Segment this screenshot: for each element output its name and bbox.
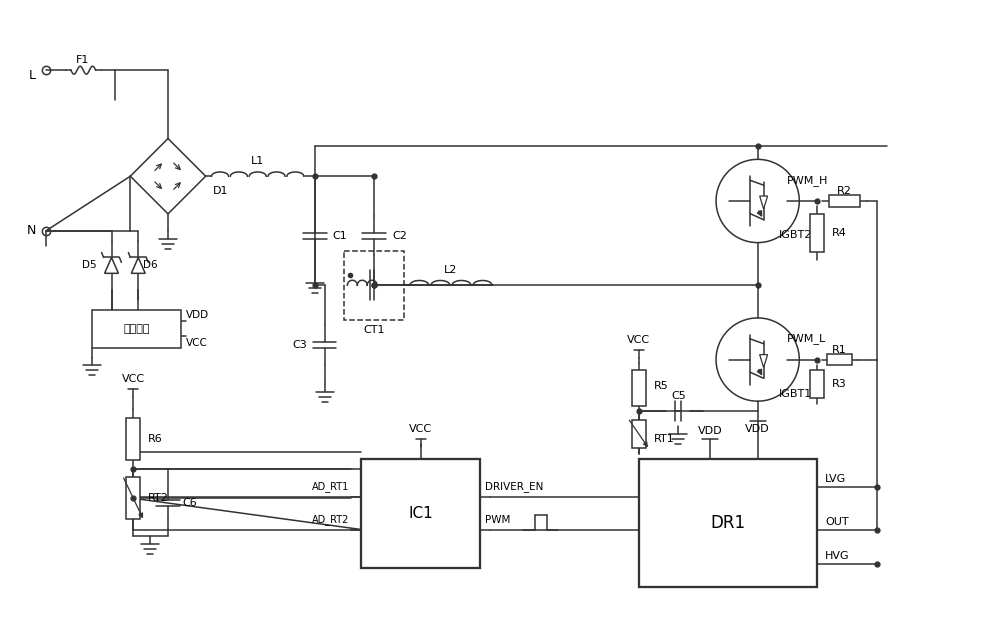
Text: VDD: VDD <box>698 426 722 436</box>
Polygon shape <box>760 196 768 209</box>
Text: D6: D6 <box>143 260 158 270</box>
Text: IC1: IC1 <box>408 506 433 521</box>
Bar <box>632 420 646 448</box>
Text: VCC: VCC <box>409 424 432 434</box>
Bar <box>126 477 140 519</box>
Text: VCC: VCC <box>122 374 145 384</box>
Text: R5: R5 <box>654 381 668 391</box>
Polygon shape <box>131 257 145 273</box>
Text: DR1: DR1 <box>710 514 746 532</box>
Text: F1: F1 <box>76 55 89 65</box>
Bar <box>639 459 817 588</box>
Text: D1: D1 <box>213 186 228 196</box>
Text: RT2: RT2 <box>148 494 169 503</box>
Text: C1: C1 <box>333 231 347 241</box>
Text: PWM_H: PWM_H <box>787 175 828 185</box>
Text: R1: R1 <box>832 345 847 355</box>
Text: L1: L1 <box>251 156 264 166</box>
Text: VCC: VCC <box>627 335 650 345</box>
Text: PWM: PWM <box>485 515 511 525</box>
Text: C6: C6 <box>183 498 198 508</box>
Text: HVG: HVG <box>825 551 850 561</box>
Bar <box>829 195 860 207</box>
Text: C3: C3 <box>292 340 307 350</box>
Text: AD_RT1: AD_RT1 <box>312 482 349 492</box>
Text: L: L <box>29 69 36 82</box>
Text: R4: R4 <box>832 228 847 238</box>
Text: IGBT1: IGBT1 <box>778 389 812 399</box>
Text: LVG: LVG <box>825 474 846 484</box>
Text: PWM_L: PWM_L <box>787 334 826 344</box>
Bar <box>126 418 140 459</box>
Circle shape <box>716 318 799 401</box>
Bar <box>344 250 404 320</box>
Text: VCC: VCC <box>186 338 208 348</box>
Bar <box>810 214 824 252</box>
Text: R6: R6 <box>148 434 163 444</box>
Text: R3: R3 <box>832 379 847 389</box>
Polygon shape <box>760 355 768 368</box>
Circle shape <box>716 159 799 242</box>
Text: OUT: OUT <box>825 516 849 526</box>
Text: C5: C5 <box>671 391 686 401</box>
Text: 电源模块: 电源模块 <box>123 324 150 334</box>
Text: R2: R2 <box>837 186 852 196</box>
Bar <box>92 310 181 348</box>
Text: L2: L2 <box>444 265 458 275</box>
Text: VDD: VDD <box>745 424 770 434</box>
Text: CT1: CT1 <box>363 325 385 335</box>
Polygon shape <box>105 257 118 273</box>
Bar <box>827 353 852 366</box>
Text: N: N <box>27 224 36 237</box>
Bar <box>810 371 824 398</box>
Text: D5: D5 <box>82 260 97 270</box>
Polygon shape <box>130 138 206 214</box>
Text: VDD: VDD <box>186 310 209 320</box>
Text: RT1: RT1 <box>654 434 674 444</box>
Text: IGBT2: IGBT2 <box>778 230 812 240</box>
Text: DRIVER_EN: DRIVER_EN <box>485 482 544 492</box>
Text: C2: C2 <box>392 231 407 241</box>
Bar <box>361 459 480 568</box>
Text: AD_RT2: AD_RT2 <box>312 514 349 525</box>
Bar <box>632 370 646 406</box>
